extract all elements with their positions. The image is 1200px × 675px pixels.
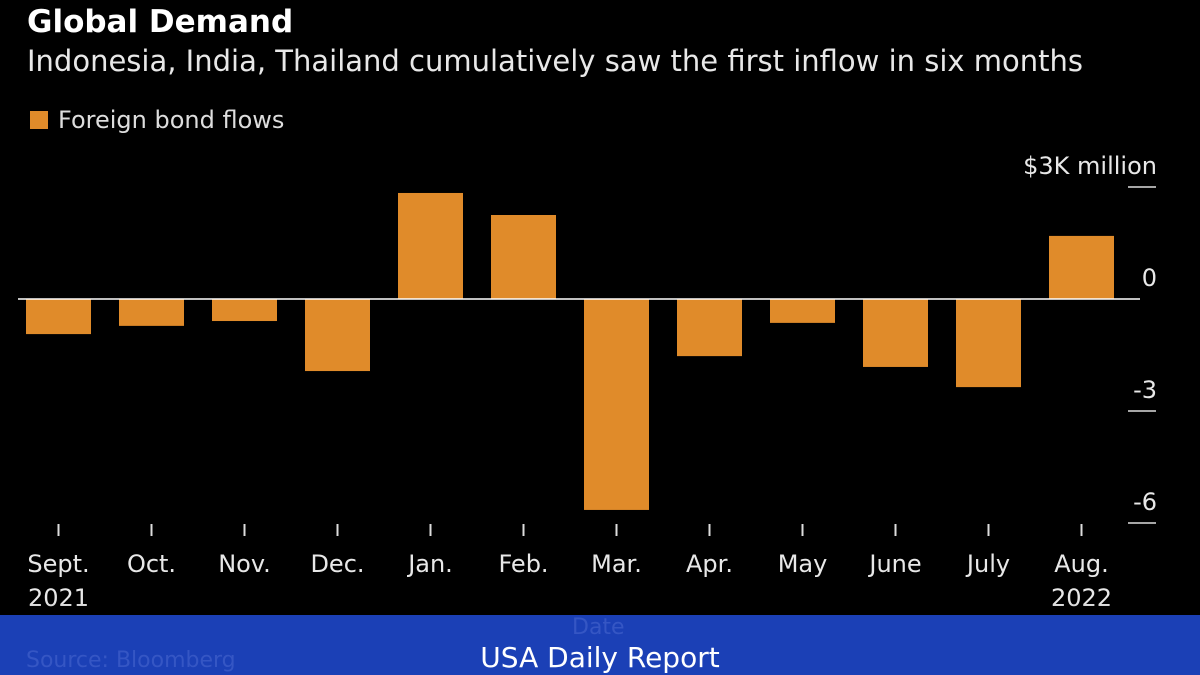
bar-july [956, 299, 1021, 388]
x-tick-label: Apr. [686, 550, 733, 578]
x-tick-label: June [867, 550, 921, 578]
x-tick-label: Dec. [310, 550, 364, 578]
x-tick-label: Oct. [127, 550, 176, 578]
x-axis-label: Date [572, 615, 625, 640]
bar-nov [212, 299, 277, 322]
x-tick-label: Nov. [218, 550, 271, 578]
legend: Foreign bond flows [30, 106, 284, 134]
footer-banner: Date Source: Bloomberg USA Daily Report [0, 615, 1200, 675]
bar-mar [584, 299, 649, 510]
x-tick-label: Sept. [27, 550, 89, 578]
x-tick-label: Aug. [1054, 550, 1109, 578]
y-tick-label: -3 [1133, 376, 1157, 404]
y-tick-label: $3K million [1023, 152, 1157, 180]
bar-june [863, 299, 928, 367]
y-tick-label: 0 [1142, 264, 1157, 292]
bar-apr [677, 299, 742, 357]
x-tick-label: July [965, 550, 1010, 578]
bar-dec [305, 299, 370, 372]
bar-jan [398, 192, 463, 299]
legend-swatch [30, 111, 48, 129]
bar-feb [491, 215, 556, 299]
bar-may [770, 299, 835, 323]
y-tick-label: -6 [1133, 488, 1157, 516]
x-tick-label: Feb. [498, 550, 548, 578]
bar-aug [1049, 235, 1114, 299]
x-tick-label: Jan. [406, 550, 453, 578]
x-tick-label: Mar. [591, 550, 642, 578]
year-label: 2022 [1051, 584, 1112, 612]
chart-title: Global Demand [27, 4, 294, 40]
x-tick-label: May [778, 550, 828, 578]
bar-chart: Sept. 2021 Oct. Nov. Dec. Jan. Feb. Mar. Apr. May… [18, 152, 1157, 612]
legend-label: Foreign bond flows [58, 106, 285, 134]
chart-subtitle: Indonesia, India, Thailand cumulatively … [27, 44, 1084, 78]
source-note: Source: Bloomberg [26, 648, 236, 673]
brand-text: USA Daily Report [480, 641, 720, 674]
year-label: 2021 [28, 584, 89, 612]
bar-sept [26, 299, 91, 335]
bar-oct [119, 299, 184, 326]
